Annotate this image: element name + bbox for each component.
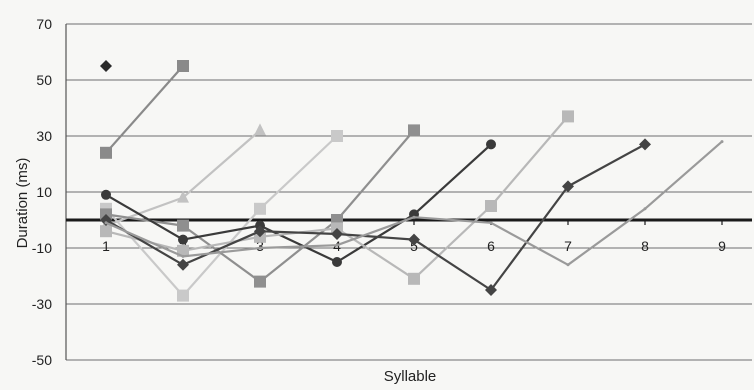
data-point-square — [562, 110, 574, 122]
x-axis-title: Syllable — [384, 368, 437, 385]
x-tick-label: 1 — [102, 238, 110, 254]
y-tick-label: -50 — [32, 352, 52, 368]
y-tick-label: -30 — [32, 296, 52, 312]
x-tick-label: 9 — [718, 238, 726, 254]
data-point — [490, 221, 493, 224]
data-point — [105, 221, 108, 224]
y-tick-label: 50 — [36, 72, 52, 88]
data-point-square — [177, 290, 189, 302]
data-point-square — [254, 276, 266, 288]
x-tick-label: 6 — [487, 238, 495, 254]
data-point — [259, 247, 262, 250]
data-point-square — [100, 147, 112, 159]
y-axis-title: Duration (ms) — [14, 158, 31, 249]
data-point-circle — [332, 257, 342, 267]
data-point-square — [254, 203, 266, 215]
data-point-circle — [178, 235, 188, 245]
data-point — [182, 255, 185, 258]
data-point-square — [177, 220, 189, 232]
data-point-square — [331, 130, 343, 142]
data-point-square — [100, 225, 112, 237]
y-tick-label: 30 — [36, 128, 52, 144]
data-point-circle — [486, 139, 496, 149]
data-point-circle — [101, 190, 111, 200]
data-point-square — [177, 60, 189, 72]
data-point — [644, 207, 647, 210]
data-point-square — [408, 124, 420, 136]
x-tick-label: 8 — [641, 238, 649, 254]
data-point-square — [408, 273, 420, 285]
y-tick-label: 10 — [36, 184, 52, 200]
data-point-square — [485, 200, 497, 212]
data-point — [721, 140, 724, 143]
y-tick-label: -10 — [32, 240, 52, 256]
x-tick-label: 7 — [564, 238, 572, 254]
data-point — [413, 216, 416, 219]
data-point — [567, 263, 570, 266]
data-point — [336, 244, 339, 247]
y-tick-label: 70 — [36, 16, 52, 32]
